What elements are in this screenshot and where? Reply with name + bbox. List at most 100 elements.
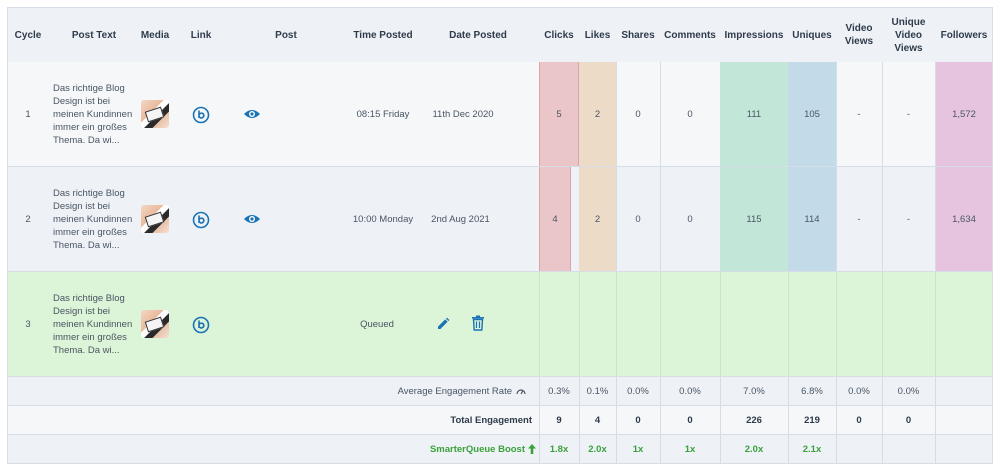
bitly-icon[interactable] bbox=[191, 315, 211, 335]
table-row-queued: 3 Das richtige Blog Design ist bei meine… bbox=[8, 272, 992, 377]
boost-row: SmarterQueue Boost 1.8x 2.0x 1x 1x 2.0x … bbox=[8, 435, 992, 463]
boost-shares: 1x bbox=[632, 443, 644, 455]
col-post-text[interactable]: Post Text bbox=[71, 29, 117, 41]
boost-text: SmarterQueue Boost bbox=[429, 443, 525, 455]
average-engagement-label: Average Engagement Rate bbox=[398, 377, 526, 405]
bitly-icon[interactable] bbox=[191, 210, 211, 230]
boost-comments: 1x bbox=[684, 443, 696, 455]
col-followers[interactable]: Followers bbox=[940, 29, 988, 41]
boost-likes: 2.0x bbox=[588, 443, 607, 455]
avg-comments: 0.0% bbox=[679, 385, 701, 397]
comments-value: 0 bbox=[687, 213, 693, 225]
uniques-value: 105 bbox=[804, 108, 820, 120]
post-text: Das richtige Blog Design ist bei meinen … bbox=[53, 292, 133, 356]
average-engagement-row: Average Engagement Rate 0.3% 0.1% 0.0% 0… bbox=[8, 377, 992, 406]
total-unique-video-views: 0 bbox=[905, 414, 912, 426]
avg-shares: 0.0% bbox=[627, 385, 649, 397]
total-engagement-label: Total Engagement bbox=[450, 414, 532, 426]
table-row: 1 Das richtige Blog Design ist bei meine… bbox=[8, 62, 992, 167]
time-posted: 10:00 Monday bbox=[352, 213, 414, 225]
boost-label: SmarterQueue Boost bbox=[430, 435, 536, 463]
boost-impressions: 2.0x bbox=[744, 443, 764, 455]
eye-icon[interactable] bbox=[240, 106, 264, 122]
clicks-bar bbox=[539, 62, 579, 166]
impressions-value: 111 bbox=[746, 108, 762, 120]
impressions-bar bbox=[720, 167, 788, 271]
boost-clicks: 1.8x bbox=[549, 443, 569, 455]
post-text: Das richtige Blog Design ist bei meinen … bbox=[53, 82, 133, 146]
clicks-value: 4 bbox=[552, 213, 558, 225]
col-clicks[interactable]: Clicks bbox=[544, 29, 574, 41]
avg-clicks: 0.3% bbox=[548, 385, 570, 397]
total-video-views: 0 bbox=[856, 414, 862, 426]
followers-value: 1,572 bbox=[952, 108, 976, 120]
eye-icon[interactable] bbox=[240, 211, 264, 227]
uniques-bar bbox=[788, 167, 836, 271]
col-post[interactable]: Post bbox=[275, 29, 297, 41]
followers-bar bbox=[936, 167, 992, 271]
avg-unique-video-views: 0.0% bbox=[897, 385, 920, 397]
bitly-icon[interactable] bbox=[191, 105, 211, 125]
col-likes[interactable]: Likes bbox=[584, 29, 611, 41]
clicks-value: 5 bbox=[556, 108, 562, 120]
queued-status: Queued bbox=[360, 318, 394, 330]
col-impressions[interactable]: Impressions bbox=[724, 29, 784, 41]
cycle-number: 1 bbox=[25, 108, 31, 120]
arrow-up-icon bbox=[528, 444, 536, 454]
uniques-value: 114 bbox=[804, 213, 820, 225]
shares-value: 0 bbox=[635, 108, 641, 120]
uniques-bar bbox=[788, 62, 836, 166]
comments-value: 0 bbox=[687, 108, 693, 120]
avg-video-views: 0.0% bbox=[848, 385, 870, 397]
analytics-table: Cycle Post Text Media Link Post Time Pos… bbox=[7, 7, 993, 464]
shares-value: 0 bbox=[635, 213, 641, 225]
col-media[interactable]: Media bbox=[140, 29, 170, 41]
pencil-icon[interactable] bbox=[434, 315, 452, 333]
media-thumbnail[interactable] bbox=[141, 205, 169, 233]
avg-impressions: 7.0% bbox=[743, 385, 765, 397]
avg-uniques: 6.8% bbox=[801, 385, 823, 397]
avg-likes: 0.1% bbox=[586, 385, 609, 397]
likes-bar bbox=[579, 167, 616, 271]
total-engagement-row: Total Engagement 9 4 0 0 226 219 0 0 bbox=[8, 406, 992, 435]
clicks-bar bbox=[539, 167, 571, 271]
date-posted: 11th Dec 2020 bbox=[432, 108, 494, 120]
followers-bar bbox=[936, 62, 992, 166]
cycle-number: 2 bbox=[25, 213, 31, 225]
video-views-value: - bbox=[857, 108, 861, 120]
likes-value: 2 bbox=[594, 213, 601, 225]
total-impressions: 226 bbox=[746, 414, 762, 426]
col-date-posted[interactable]: Date Posted bbox=[449, 29, 507, 41]
unique-video-views-value: - bbox=[906, 213, 911, 225]
media-thumbnail[interactable] bbox=[141, 310, 169, 338]
trash-icon[interactable] bbox=[469, 314, 487, 332]
post-text: Das richtige Blog Design ist bei meinen … bbox=[53, 187, 133, 251]
gauge-icon[interactable] bbox=[516, 387, 526, 395]
media-thumbnail[interactable] bbox=[141, 100, 169, 128]
total-uniques: 219 bbox=[804, 414, 820, 426]
date-posted: 2nd Aug 2021 bbox=[431, 213, 490, 225]
boost-uniques: 2.1x bbox=[802, 443, 822, 455]
col-link[interactable]: Link bbox=[190, 29, 212, 41]
total-comments: 0 bbox=[687, 414, 693, 426]
total-likes: 4 bbox=[594, 414, 601, 426]
likes-bar bbox=[579, 62, 616, 166]
table-row: 2 Das richtige Blog Design ist bei meine… bbox=[8, 167, 992, 272]
col-time-posted[interactable]: Time Posted bbox=[353, 29, 413, 41]
col-video-views[interactable]: Video Views bbox=[844, 23, 874, 47]
total-shares: 0 bbox=[635, 414, 641, 426]
cycle-number: 3 bbox=[25, 318, 31, 330]
col-shares[interactable]: Shares bbox=[621, 29, 655, 41]
col-unique-video-views[interactable]: Unique Video Views bbox=[891, 16, 926, 54]
impressions-value: 115 bbox=[746, 213, 762, 225]
likes-value: 2 bbox=[594, 108, 601, 120]
col-comments[interactable]: Comments bbox=[664, 29, 716, 41]
unique-video-views-value: - bbox=[906, 108, 911, 120]
time-posted: 08:15 Friday bbox=[356, 108, 410, 120]
col-uniques[interactable]: Uniques bbox=[792, 29, 832, 41]
col-cycle[interactable]: Cycle bbox=[14, 29, 42, 41]
impressions-bar bbox=[720, 62, 788, 166]
table-header: Cycle Post Text Media Link Post Time Pos… bbox=[8, 8, 992, 63]
average-engagement-text: Average Engagement Rate bbox=[397, 385, 512, 397]
total-clicks: 9 bbox=[556, 414, 562, 426]
